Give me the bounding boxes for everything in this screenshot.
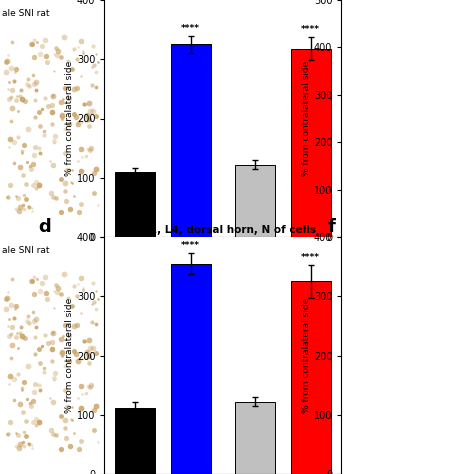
Text: ****: **** (301, 25, 320, 34)
Bar (171, 45, 211, 237)
Text: f: f (328, 218, 336, 236)
Text: ale SNI rat: ale SNI rat (2, 9, 50, 18)
Bar (291, 282, 331, 474)
Y-axis label: % from contralateral side: % from contralateral side (302, 61, 311, 176)
Title: IBA1, L4, dorsal horn, N of cells: IBA1, L4, dorsal horn, N of cells (130, 225, 316, 235)
Y-axis label: % from contralateral side: % from contralateral side (65, 298, 74, 413)
Text: ****: **** (181, 241, 200, 250)
Bar (291, 49, 331, 237)
Text: ale SNI rat: ale SNI rat (2, 246, 50, 255)
Bar (115, 172, 155, 237)
Y-axis label: % from contralateral side: % from contralateral side (65, 61, 74, 176)
Bar (235, 402, 275, 474)
Bar (235, 165, 275, 237)
Y-axis label: % from contralateral side: % from contralateral side (302, 298, 311, 413)
Text: ****: **** (181, 24, 200, 33)
Text: d: d (38, 218, 51, 236)
Bar (115, 408, 155, 474)
Bar (171, 264, 211, 474)
Text: ****: **** (301, 253, 320, 262)
